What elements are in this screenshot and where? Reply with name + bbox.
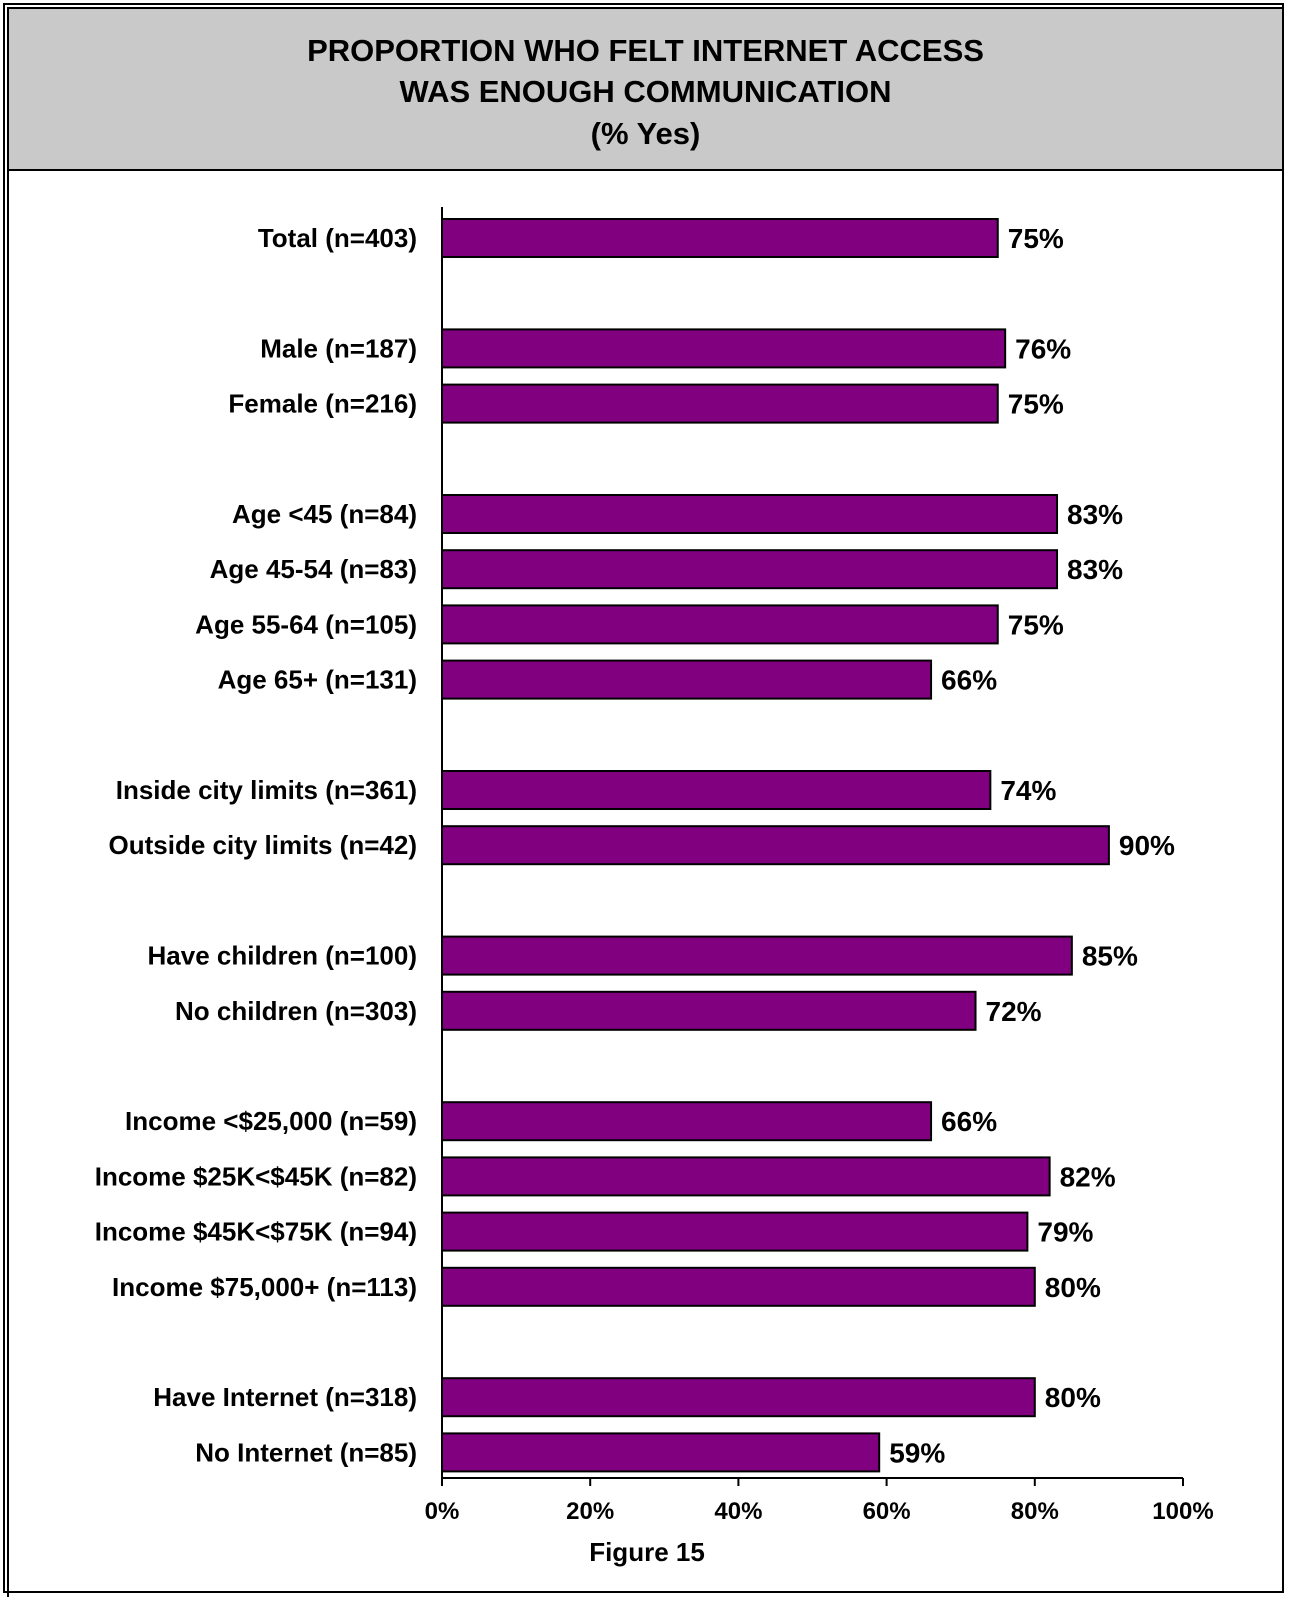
bar-8 bbox=[441, 825, 1110, 866]
category-label: No children (n=303) bbox=[175, 996, 417, 1026]
category-label: Outside city limits (n=42) bbox=[109, 830, 417, 860]
category-label: Have children (n=100) bbox=[148, 941, 418, 971]
outer-frame bbox=[3, 3, 1284, 1593]
value-label: 80% bbox=[1045, 1382, 1101, 1413]
value-label: 75% bbox=[1008, 223, 1064, 254]
value-label: 59% bbox=[889, 1437, 945, 1468]
value-label: 80% bbox=[1045, 1272, 1101, 1303]
value-label: 75% bbox=[1008, 389, 1064, 420]
bar-4 bbox=[441, 549, 1059, 590]
category-label: Inside city limits (n=361) bbox=[116, 775, 417, 805]
value-label: 74% bbox=[1000, 775, 1056, 806]
value-label: 90% bbox=[1119, 830, 1175, 861]
bar-6 bbox=[441, 659, 933, 700]
value-label: 66% bbox=[941, 665, 997, 696]
value-label: 76% bbox=[1015, 333, 1071, 364]
x-tick-label: 40% bbox=[714, 1498, 762, 1525]
bar-15 bbox=[441, 1377, 1036, 1418]
bar-1 bbox=[441, 328, 1007, 369]
bar-14 bbox=[441, 1266, 1036, 1307]
bar-7 bbox=[441, 770, 992, 810]
chart-title-line-1: PROPORTION WHO FELT INTERNET ACCESS bbox=[307, 33, 984, 68]
category-label: Age 65+ (n=131) bbox=[218, 665, 417, 695]
bar-11 bbox=[441, 1101, 933, 1142]
value-label: 83% bbox=[1067, 554, 1123, 585]
x-tick-label: 60% bbox=[863, 1498, 911, 1525]
value-label: 79% bbox=[1037, 1217, 1093, 1248]
value-label: 83% bbox=[1067, 499, 1123, 530]
value-label: 75% bbox=[1008, 609, 1064, 640]
category-label: Age 55-64 (n=105) bbox=[195, 609, 417, 639]
category-label: Age <45 (n=84) bbox=[232, 499, 417, 529]
category-label: Male (n=187) bbox=[260, 333, 417, 363]
category-label: Income $45K<$75K (n=94) bbox=[95, 1217, 417, 1247]
bar-13 bbox=[441, 1211, 1029, 1252]
figure-caption: Figure 15 bbox=[589, 1537, 705, 1567]
category-label: Income $75,000+ (n=113) bbox=[112, 1272, 417, 1302]
inner-frame bbox=[7, 7, 1282, 1597]
bar-5 bbox=[441, 604, 999, 645]
category-label: Have Internet (n=318) bbox=[153, 1382, 417, 1412]
value-label: 66% bbox=[941, 1106, 997, 1137]
bar-16 bbox=[441, 1432, 881, 1473]
x-tick-label: 20% bbox=[566, 1498, 614, 1525]
category-label: Age 45-54 (n=83) bbox=[210, 554, 417, 584]
bar-12 bbox=[441, 1156, 1051, 1197]
bar-2 bbox=[441, 383, 999, 424]
category-label: Total (n=403) bbox=[258, 223, 417, 253]
chart-subtitle: (% Yes) bbox=[590, 116, 701, 151]
category-label: Income <$25,000 (n=59) bbox=[125, 1106, 417, 1136]
bar-3 bbox=[441, 494, 1059, 534]
value-label: 82% bbox=[1060, 1161, 1116, 1192]
chart-title-line-2: WAS ENOUGH COMMUNICATION bbox=[399, 74, 892, 109]
value-label: 72% bbox=[986, 996, 1042, 1027]
category-label: Female (n=216) bbox=[228, 389, 417, 419]
category-label: Income $25K<$45K (n=82) bbox=[95, 1161, 417, 1191]
bar-10 bbox=[441, 990, 977, 1031]
title-band: PROPORTION WHO FELT INTERNET ACCESS WAS … bbox=[9, 9, 1282, 171]
category-label: No Internet (n=85) bbox=[195, 1437, 417, 1467]
x-tick-label: 100% bbox=[1152, 1498, 1213, 1525]
value-label: 85% bbox=[1082, 941, 1138, 972]
bar-9 bbox=[441, 935, 1073, 976]
x-tick-label: 80% bbox=[1011, 1498, 1059, 1525]
bar-0 bbox=[441, 218, 999, 258]
x-tick-label: 0% bbox=[425, 1498, 460, 1525]
